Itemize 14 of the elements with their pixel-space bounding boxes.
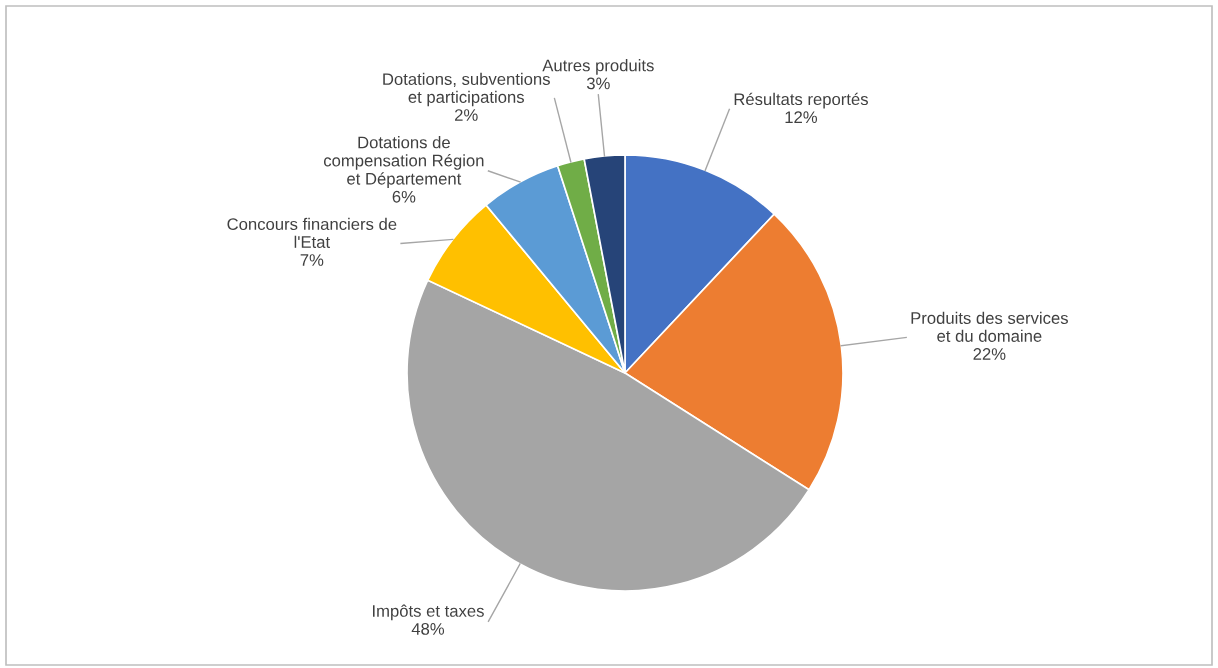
data-label: 7% xyxy=(300,254,324,266)
data-label: 12% xyxy=(785,111,818,123)
slice-label: Concours financiers de l'Etat xyxy=(227,217,397,248)
data-label: 22% xyxy=(973,348,1006,360)
slice-label: Résultats reportés xyxy=(734,92,868,109)
slice-label: Dotations de compensation Région et Département xyxy=(323,136,484,188)
data-label: 3% xyxy=(586,77,610,90)
slice-label: Impôts et taxes xyxy=(373,604,484,621)
slice-label: Autres produits xyxy=(542,59,654,75)
data-label: 6% xyxy=(392,190,416,203)
data-label: 2% xyxy=(455,109,478,121)
data-label: 48% xyxy=(411,623,445,635)
slice-label: Produits des services et du domaine xyxy=(911,311,1068,342)
slice-label: Dotations, subventions et participations xyxy=(383,72,550,107)
